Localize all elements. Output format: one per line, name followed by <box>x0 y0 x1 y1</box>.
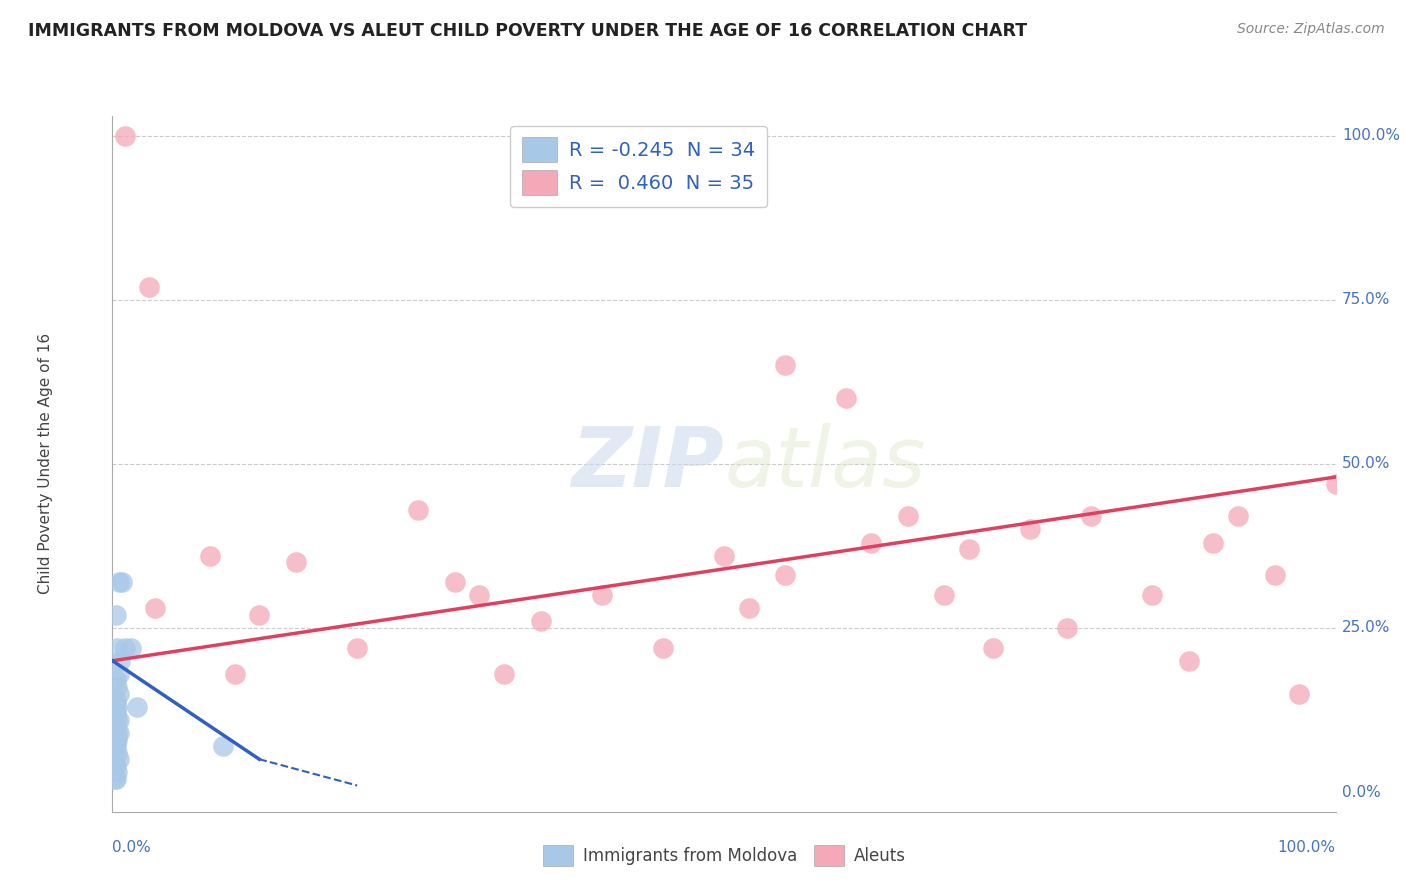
Text: ZIP: ZIP <box>571 424 724 504</box>
Point <box>211 739 233 753</box>
Point <box>1226 509 1249 524</box>
Point <box>105 699 128 714</box>
Text: 50.0%: 50.0% <box>1341 457 1391 471</box>
Point <box>105 726 128 740</box>
Point <box>108 654 131 668</box>
Point <box>105 719 128 733</box>
Point <box>591 588 613 602</box>
Point <box>120 640 142 655</box>
Text: Source: ZipAtlas.com: Source: ZipAtlas.com <box>1237 22 1385 37</box>
Point <box>957 542 980 557</box>
Point <box>1056 621 1078 635</box>
Point <box>1178 654 1201 668</box>
Point <box>125 699 148 714</box>
Point <box>737 601 759 615</box>
Text: 75.0%: 75.0% <box>1341 293 1391 307</box>
Text: 0.0%: 0.0% <box>1341 785 1381 799</box>
Legend: Immigrants from Moldova, Aleuts: Immigrants from Moldova, Aleuts <box>536 838 912 873</box>
Point <box>107 752 129 766</box>
Point <box>775 568 797 582</box>
Point <box>1264 568 1286 582</box>
Point <box>1202 535 1225 549</box>
Point <box>224 666 246 681</box>
Point <box>105 765 128 780</box>
Point <box>105 607 128 622</box>
Point <box>105 739 128 753</box>
Point <box>897 509 920 524</box>
Point <box>104 719 127 733</box>
Point <box>1080 509 1102 524</box>
Point <box>104 699 127 714</box>
Point <box>107 666 129 681</box>
Point <box>107 687 129 701</box>
Text: 100.0%: 100.0% <box>1278 839 1336 855</box>
Point <box>105 706 128 721</box>
Text: atlas: atlas <box>724 424 925 504</box>
Point <box>1288 687 1310 701</box>
Point <box>105 758 128 772</box>
Point <box>835 391 858 405</box>
Point <box>284 555 308 569</box>
Point <box>105 713 128 727</box>
Point <box>105 673 128 688</box>
Point <box>713 549 735 563</box>
Point <box>529 615 551 629</box>
Point <box>981 640 1004 655</box>
Point <box>1324 476 1347 491</box>
Point <box>444 574 467 589</box>
Point <box>105 693 128 707</box>
Point <box>104 772 127 786</box>
Point <box>934 588 956 602</box>
Point <box>105 772 128 786</box>
Point <box>105 680 128 694</box>
Point <box>200 549 222 563</box>
Point <box>107 726 129 740</box>
Text: Child Poverty Under the Age of 16: Child Poverty Under the Age of 16 <box>38 334 52 594</box>
Point <box>114 640 136 655</box>
Point <box>346 640 368 655</box>
Point <box>247 607 270 622</box>
Point <box>105 746 128 760</box>
Point <box>775 359 797 373</box>
Text: 0.0%: 0.0% <box>112 839 152 855</box>
Point <box>652 640 675 655</box>
Text: 100.0%: 100.0% <box>1341 128 1400 143</box>
Point <box>859 535 882 549</box>
Point <box>492 666 515 681</box>
Point <box>468 588 491 602</box>
Text: IMMIGRANTS FROM MOLDOVA VS ALEUT CHILD POVERTY UNDER THE AGE OF 16 CORRELATION C: IMMIGRANTS FROM MOLDOVA VS ALEUT CHILD P… <box>28 22 1028 40</box>
Point <box>138 279 160 293</box>
Point <box>107 574 129 589</box>
Point <box>107 713 129 727</box>
Point <box>1142 588 1164 602</box>
Point <box>143 601 166 615</box>
Point <box>408 503 430 517</box>
Text: 25.0%: 25.0% <box>1341 621 1391 635</box>
Point <box>105 640 128 655</box>
Point <box>1018 523 1040 537</box>
Point <box>105 732 128 747</box>
Point <box>104 739 127 753</box>
Point <box>104 758 127 772</box>
Point <box>105 732 128 747</box>
Point <box>111 574 134 589</box>
Point <box>114 128 136 143</box>
